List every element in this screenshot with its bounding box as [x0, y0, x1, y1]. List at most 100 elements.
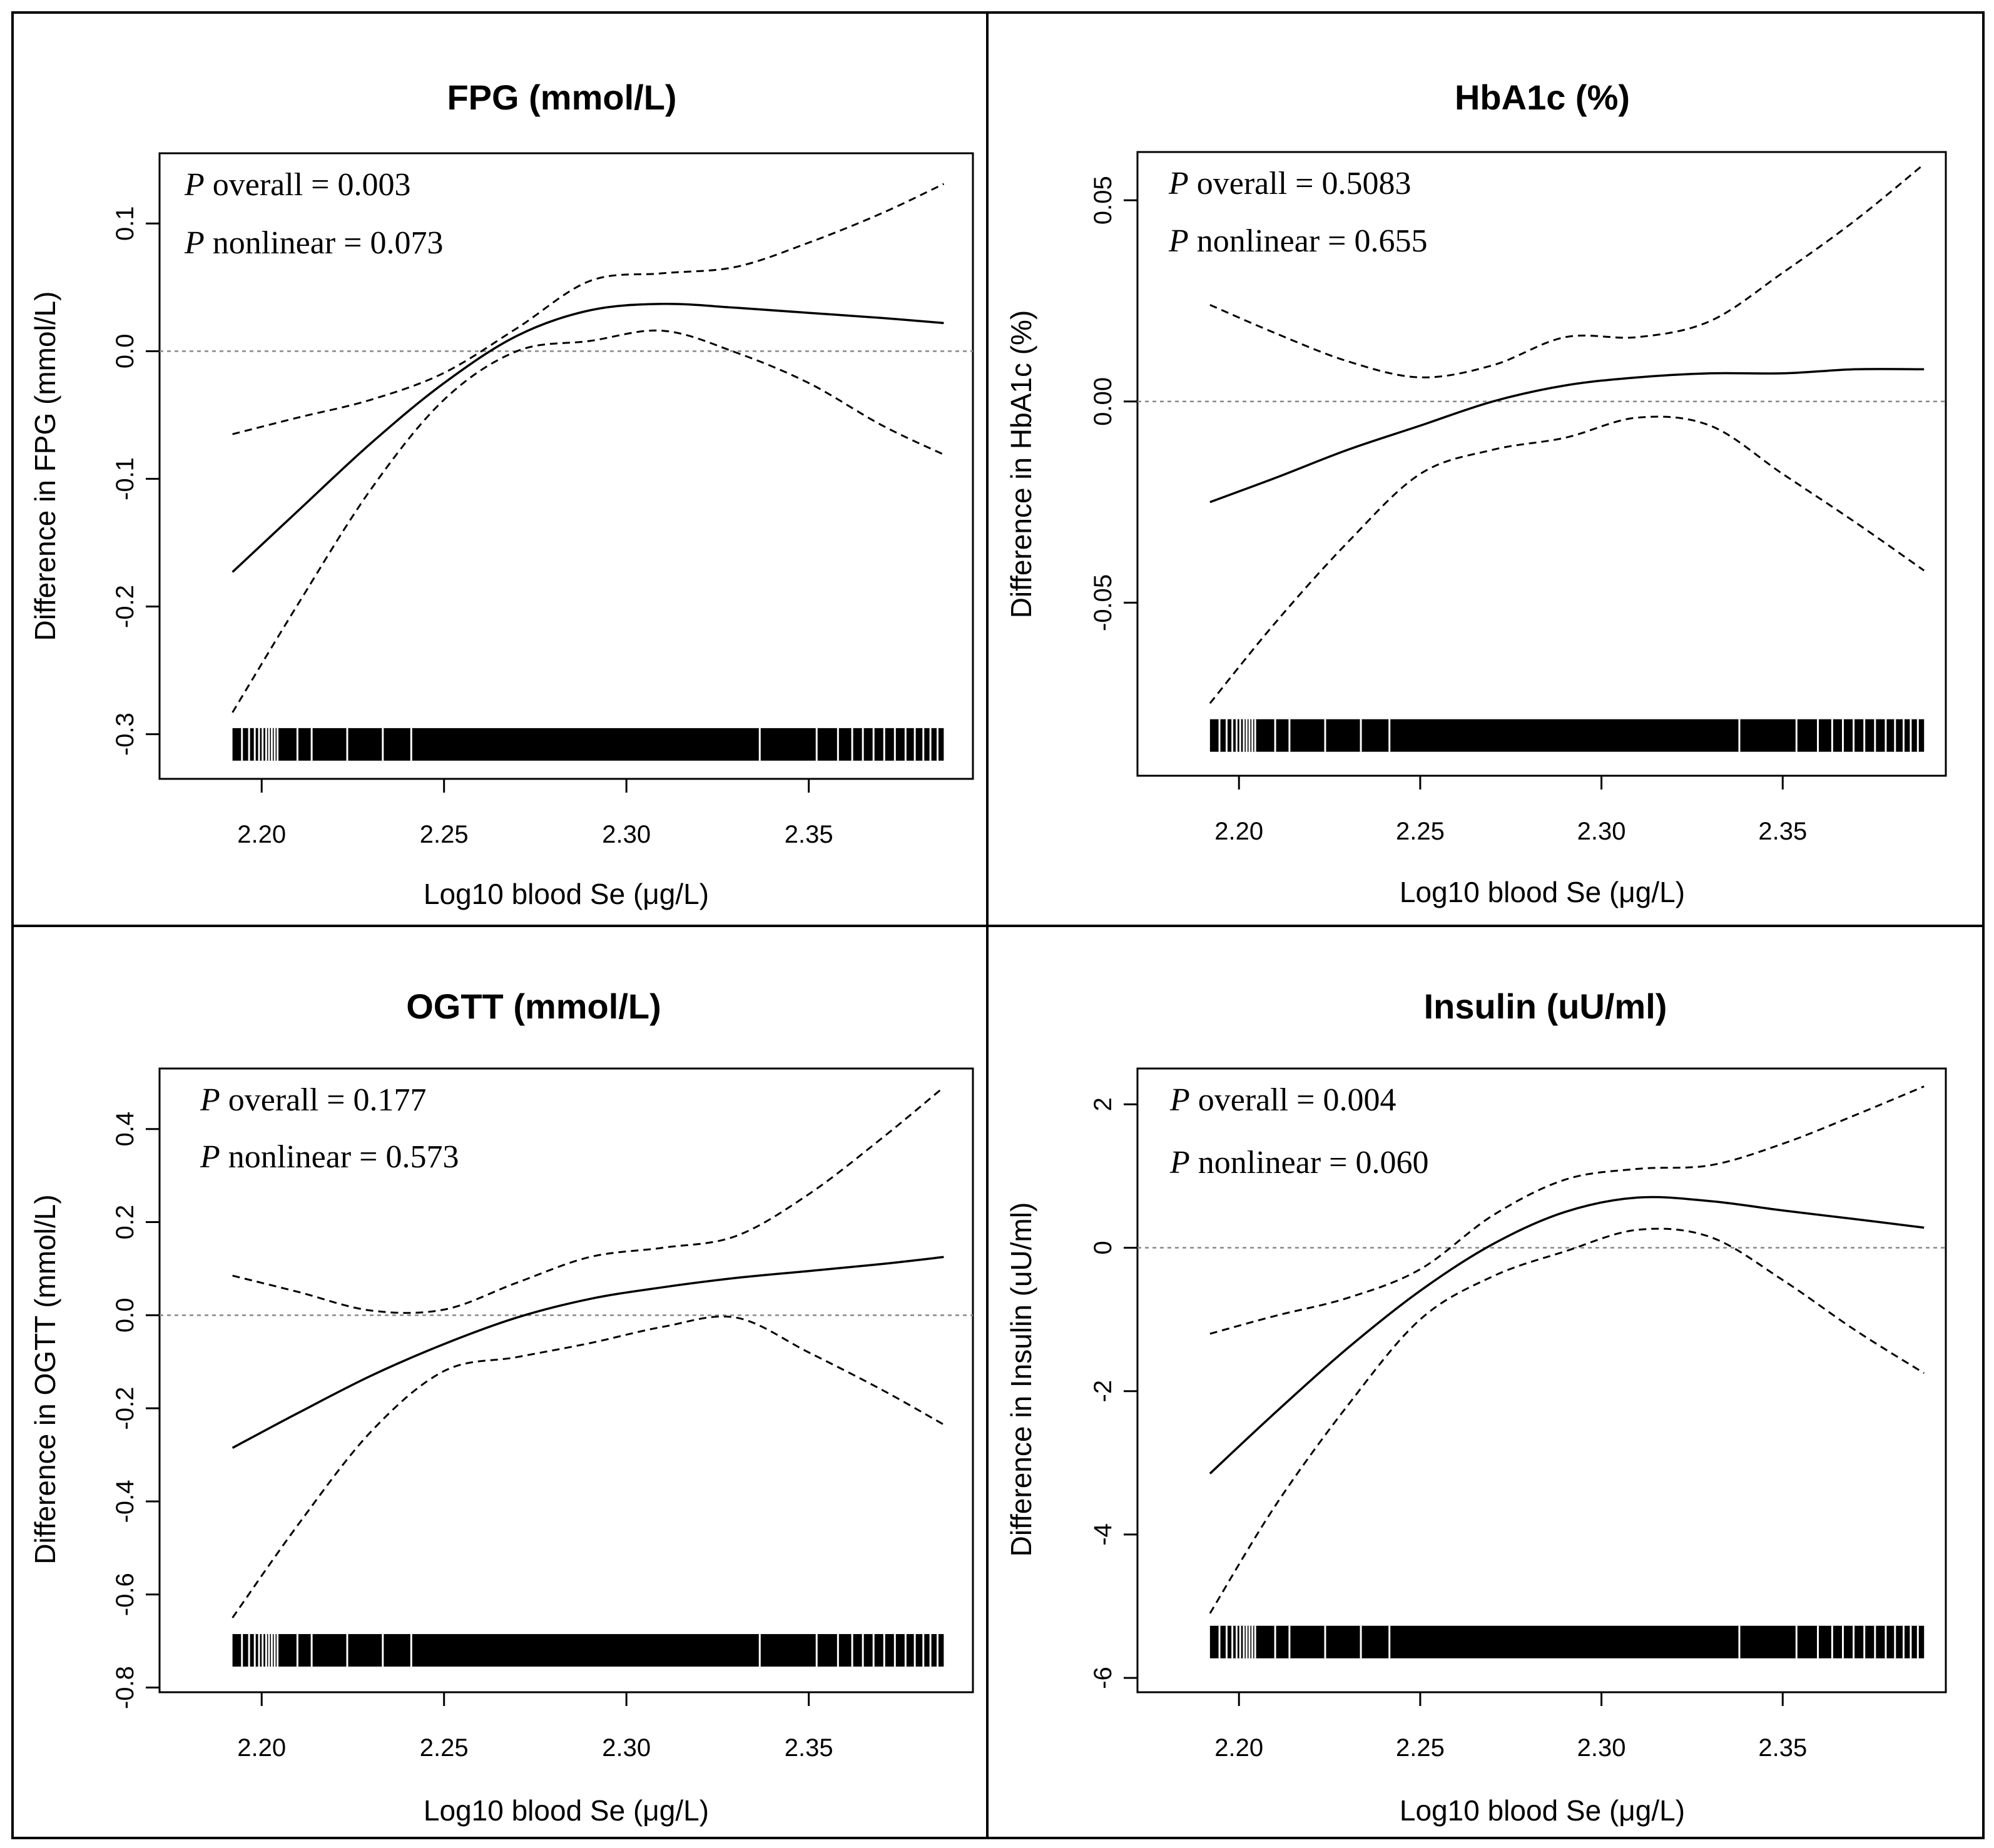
- confidence-band-line: [1209, 415, 1925, 704]
- y-tick-label: 0.0: [111, 1298, 139, 1333]
- rug-gap: [241, 728, 243, 761]
- x-tick-label: 2.20: [237, 1734, 286, 1762]
- y-axis-label: Difference in OGTT (mmol/L): [29, 1194, 61, 1564]
- rug-gap: [1288, 1625, 1291, 1658]
- rug-gap: [1795, 1625, 1798, 1658]
- rug-gap: [1738, 719, 1741, 752]
- rug-gap: [410, 728, 412, 761]
- rug-gap: [1853, 719, 1855, 752]
- rug-gap: [1225, 1625, 1228, 1658]
- y-axis-label: Difference in HbA1c (%): [1005, 310, 1037, 619]
- x-axis-label: Log10 blood Se (μg/L): [1400, 876, 1685, 908]
- rug-gap: [883, 1634, 885, 1667]
- fpg-panel: FPG (mmol/L) Log10 blood Se (μg/L) Diffe…: [29, 78, 974, 910]
- p-nonlinear-annotation: P nonlinear = 0.073: [184, 225, 443, 261]
- rug-gap: [1795, 719, 1798, 752]
- p-overall-annotation: P overall = 0.177: [200, 1082, 426, 1118]
- rug-gap: [1853, 1625, 1855, 1658]
- rug-gap: [1916, 1625, 1919, 1658]
- rug-gap: [1274, 1625, 1276, 1658]
- rug-gap: [1910, 719, 1912, 752]
- x-tick-label: 2.20: [1214, 818, 1263, 845]
- estimate-line: [231, 302, 944, 573]
- rug-gap: [1902, 1625, 1905, 1658]
- rug-gap: [270, 1634, 273, 1667]
- rug-gap: [1251, 719, 1254, 752]
- rug-gap: [1388, 719, 1391, 752]
- rug-gap: [904, 728, 907, 761]
- y-tick-label: -0.3: [111, 713, 139, 756]
- hba1c-panel: HbA1c (%) Log10 blood Se (μg/L) Differen…: [1005, 78, 1947, 908]
- rug-gap: [1902, 719, 1905, 752]
- rug-gap: [1863, 719, 1866, 752]
- y-tick-label: -6: [1089, 1667, 1117, 1689]
- rug-gap: [922, 728, 925, 761]
- rug-gap: [1245, 1625, 1248, 1658]
- rug-gap: [1243, 1625, 1245, 1658]
- rug-plot: [1209, 1625, 1925, 1658]
- y-tick-label: -0.1: [111, 457, 139, 500]
- panel-title: OGTT (mmol/L): [406, 987, 661, 1026]
- rug-gap: [1916, 719, 1919, 752]
- x-axis-label: Log10 blood Se (μg/L): [424, 878, 709, 910]
- rug-gap: [1831, 1625, 1833, 1658]
- rug-gap: [1863, 1625, 1866, 1658]
- rug-gap: [913, 728, 916, 761]
- estimate-line: [1209, 368, 1925, 504]
- rug-gap: [253, 1634, 256, 1667]
- rug-gap: [1231, 1625, 1234, 1658]
- rug-gap: [1885, 1625, 1887, 1658]
- rug-gap: [296, 728, 298, 761]
- panel-title: HbA1c (%): [1455, 78, 1630, 117]
- rug-gap: [258, 1634, 260, 1667]
- rug-gap: [1225, 719, 1228, 752]
- y-tick-label: -0.05: [1089, 574, 1117, 631]
- rug-marks: [232, 1634, 944, 1667]
- rug-gap: [929, 1634, 932, 1667]
- rug-gap: [1360, 1625, 1362, 1658]
- p-overall-annotation: P overall = 0.5083: [1168, 166, 1411, 201]
- insulin-panel: Insulin (uU/ml) Log10 blood Se (μg/L) Di…: [1005, 987, 1947, 1827]
- rug-gap: [268, 728, 270, 761]
- rug-gap: [1738, 1625, 1741, 1658]
- rug-gap: [922, 1634, 925, 1667]
- x-tick-label: 2.30: [1577, 1734, 1626, 1762]
- x-tick-label: 2.25: [420, 1734, 469, 1762]
- rug-gap: [1324, 719, 1326, 752]
- rug-gap: [815, 1634, 818, 1667]
- rug-gap: [241, 1634, 243, 1667]
- plot-area-frame: [1136, 151, 1947, 777]
- rug-marks: [232, 728, 944, 761]
- rug-gap: [273, 1634, 276, 1667]
- rug-gap: [929, 728, 932, 761]
- rug-gap: [1831, 719, 1833, 752]
- rug-gap: [837, 728, 839, 761]
- rug-gap: [1388, 1625, 1391, 1658]
- estimate-line: [231, 1256, 944, 1449]
- rug-gap: [346, 1634, 348, 1667]
- x-axis-label: Log10 blood Se (μg/L): [1400, 1794, 1685, 1827]
- rug-gap: [893, 1634, 896, 1667]
- rug-gap: [893, 728, 896, 761]
- rug-gap: [851, 728, 853, 761]
- rug-gap: [872, 1634, 875, 1667]
- rug-gap: [270, 728, 273, 761]
- rug-gap: [346, 728, 348, 761]
- confidence-band-line: [232, 183, 945, 435]
- rug-gap: [1910, 1625, 1912, 1658]
- rug-gap: [1218, 719, 1221, 752]
- rug-gap: [382, 1634, 384, 1667]
- rug-gap: [1817, 1625, 1819, 1658]
- rug-gap: [262, 1634, 264, 1667]
- plot-area-frame: [158, 152, 974, 780]
- rug-marks: [1209, 719, 1925, 752]
- confidence-band-line: [1209, 163, 1925, 378]
- confidence-band-line: [232, 1086, 945, 1314]
- x-tick-label: 2.35: [785, 821, 833, 848]
- x-tick-label: 2.30: [1577, 818, 1626, 845]
- ogtt-panel: OGTT (mmol/L) Log10 blood Se (μg/L) Diff…: [29, 987, 974, 1827]
- rug-gap: [862, 1634, 864, 1667]
- panel-title: Insulin (uU/ml): [1424, 987, 1667, 1026]
- rug-gap: [258, 728, 260, 761]
- rug-gap: [277, 728, 279, 761]
